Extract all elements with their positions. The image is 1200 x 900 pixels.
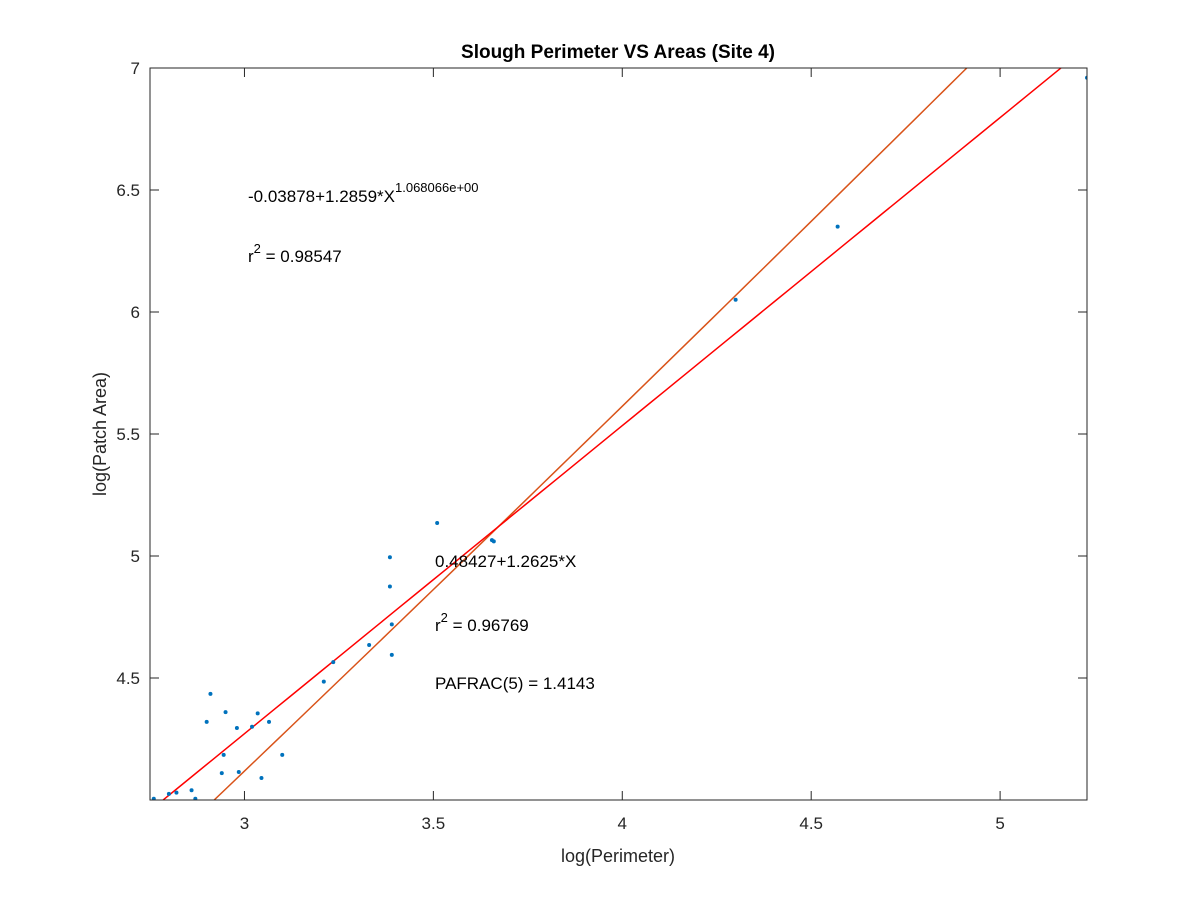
y-tick-label: 4.5 [116,669,140,688]
y-tick-label: 6.5 [116,181,140,200]
fit1-r2-sup: 2 [254,241,261,256]
data-point [387,584,392,589]
data-point [280,752,285,757]
data-point [491,539,496,544]
fit1-equation-annotation: -0.03878+1.2859*X1.068066e+00 [248,180,479,206]
fit2-r2-sup: 2 [441,610,448,625]
y-tick-label: 6 [131,303,140,322]
y-tick-label: 5 [131,547,140,566]
data-points [151,75,1087,800]
data-point [321,679,326,684]
fit2-r2-annotation: r2 = 0.96769 [435,610,529,635]
y-tick-label: 7 [131,59,140,78]
x-tick-label: 3 [240,814,249,833]
pafrac-annotation: PAFRAC(5) = 1.4143 [435,674,595,693]
data-point [259,776,264,781]
data-point [733,297,738,302]
data-point [193,796,198,800]
data-point [835,224,840,229]
plot-area-frame [149,67,1088,801]
fit1-r2-prefix: r [248,247,254,266]
data-point [367,643,372,648]
data-point [189,788,194,793]
x-axis-label: log(Perimeter) [561,846,675,866]
fit-line-2 [161,68,1063,800]
data-point [223,710,228,715]
data-point [255,711,260,716]
fit-lines [161,68,1063,800]
data-point [174,790,179,795]
x-tick-label: 4 [618,814,627,833]
data-point [389,622,394,627]
data-point [435,521,440,526]
data-point [151,796,156,800]
chart-title: Slough Perimeter VS Areas (Site 4) [461,42,775,63]
x-tick-label: 3.5 [422,814,446,833]
fit2-r2-prefix: r [435,616,441,635]
fit1-equation: -0.03878+1.2859*X [248,187,395,206]
y-axis-label: log(Patch Area) [90,372,110,496]
data-point [166,791,171,796]
fit2-equation-annotation: 0.48427+1.2625*X [435,552,576,571]
fit-line-1 [213,68,968,800]
x-tick-label: 5 [995,814,1004,833]
y-tick-label: 5.5 [116,425,140,444]
data-point [387,555,392,560]
y-axis-ticks: 4.5 5 5.5 6 6.5 7 [116,59,1087,688]
data-point [250,724,255,729]
data-point [234,726,239,731]
data-point [208,691,213,696]
data-point [236,769,241,774]
data-point [389,652,394,657]
data-point [221,752,226,757]
fit1-exponent: 1.068066e+00 [395,180,479,195]
fit2-r2-value: = 0.96769 [448,616,529,635]
x-axis-ticks: 3 3.5 4 4.5 5 [240,68,1005,833]
data-point [204,719,209,724]
fit1-r2-value: = 0.98547 [261,247,342,266]
data-point [219,771,224,776]
data-point [331,660,336,665]
x-tick-label: 4.5 [799,814,823,833]
data-point [267,719,272,724]
fit1-r2-annotation: r2 = 0.98547 [248,241,342,266]
